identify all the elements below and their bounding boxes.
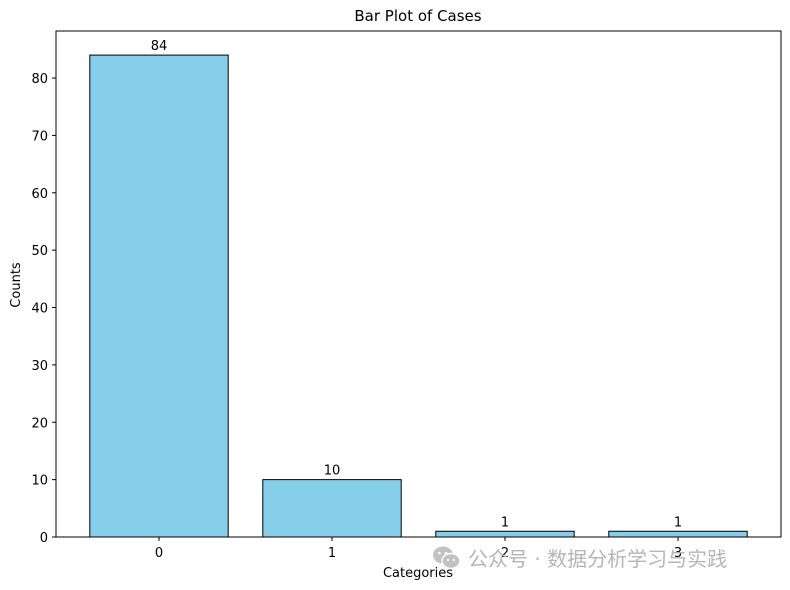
y-tick-label: 40 [31,302,48,317]
watermark: 公众号 · 数据分析学习与实践 [432,543,727,572]
y-tick-label: 0 [40,531,48,546]
bar-1 [262,479,402,538]
y-tick-label: 60 [31,187,48,202]
watermark-text: 公众号 · 数据分析学习与实践 [468,547,728,571]
y-tick-label: 10 [31,474,48,489]
bar-2 [435,530,575,538]
x-tick-label: 0 [155,546,163,561]
bar-3 [608,530,748,538]
bar-value-label: 84 [151,39,168,54]
y-axis-label: Counts [9,262,24,308]
y-tick-label: 50 [31,244,48,259]
x-tick-label: 3 [674,546,682,561]
x-axis-label: Categories [383,566,453,581]
x-tick-label: 1 [328,546,336,561]
wechat-icon [433,546,461,569]
x-tick-label: 2 [501,546,509,561]
y-tick-label: 80 [31,72,48,87]
bar-value-label: 1 [674,515,682,530]
bar-value-label: 10 [324,464,341,479]
y-tick-label: 70 [31,129,48,144]
bar-value-label: 1 [501,515,509,530]
plot-area-frame [55,30,782,538]
y-tick-label: 30 [31,359,48,374]
bar-0 [89,54,229,538]
chart-title: Bar Plot of Cases [354,7,481,25]
y-tick-label: 20 [31,416,48,431]
